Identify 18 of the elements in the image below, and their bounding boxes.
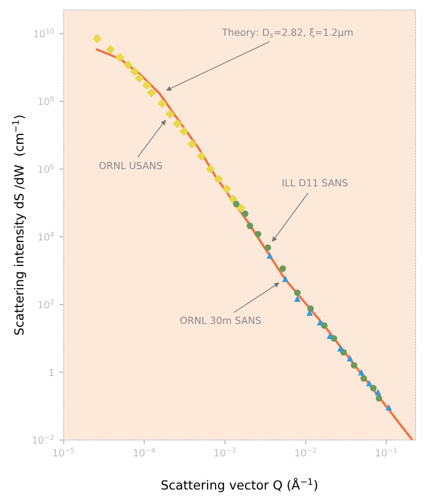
- y-tick-label: 10$^{8}$: [38, 96, 54, 106]
- x-axis-title: Scattering vector Q (Å$^{−1}$): [162, 478, 318, 492]
- annotation: ORNL USANS: [99, 162, 162, 170]
- y-tick-label: 1: [49, 368, 54, 376]
- y-tick-label: 10$^{−2}$: [32, 434, 54, 444]
- x-tick-label: 10$^{−1}$: [376, 448, 397, 456]
- x-tick-label: 10$^{−2}$: [295, 448, 316, 456]
- x-tick-label: 10$^{−4}$: [134, 448, 155, 456]
- y-tick-label: 10$^{10}$: [34, 28, 54, 38]
- annotation: ILL D11 SANS: [282, 179, 348, 186]
- x-tick-label: 10$^{−3}$: [214, 448, 236, 456]
- y-tick-label: 10$^{6}$: [38, 164, 54, 173]
- y-axis-title: Scattering intensity dS /dW (cm$^{−1}$): [12, 116, 26, 335]
- y-tick-label: 10$^{2}$: [38, 299, 54, 308]
- annotation: Theory: D$_{s}$=2.82, ξ=1.2μm: [222, 28, 353, 38]
- y-tick-label: 10$^{4}$: [38, 232, 54, 241]
- annotation: ORNL 30m SANS: [180, 316, 261, 324]
- x-tick-label: 10$^{−5}$: [53, 448, 74, 456]
